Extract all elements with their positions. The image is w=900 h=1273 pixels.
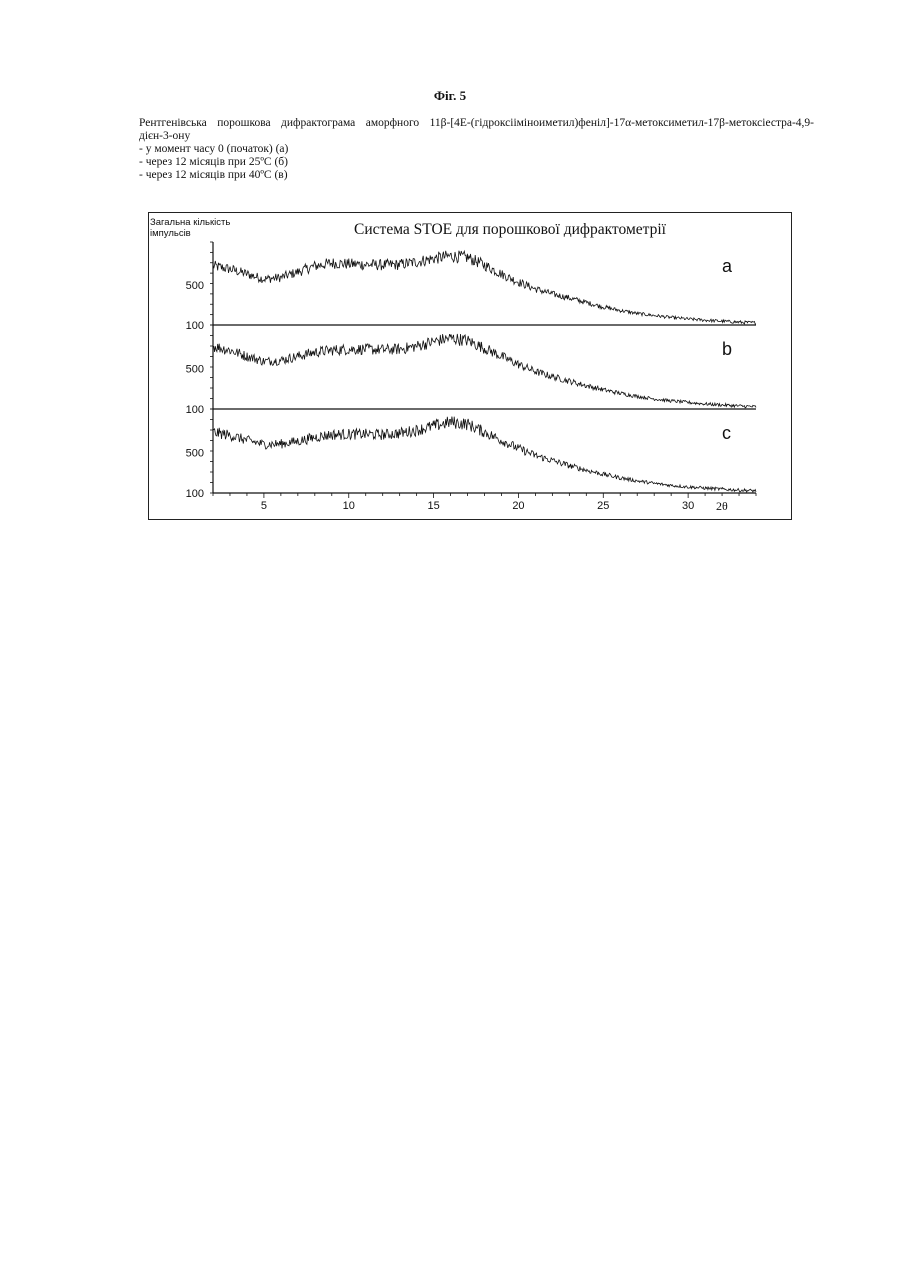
y-tick-label: 100 <box>186 404 204 416</box>
series-label-a: a <box>722 256 733 276</box>
caption-item-b: - через 12 місяців при 25ºС (б) <box>139 156 814 169</box>
diffraction-chart: 100 500 a 100 500 b 100 500 c 5 10 15 20 25 30 <box>148 212 792 520</box>
x-tick-label: 25 <box>597 500 609 512</box>
series-line-a <box>213 251 756 324</box>
x-tick-label: 15 <box>427 500 439 512</box>
x-tick-label: 5 <box>261 500 267 512</box>
x-tick-label: 20 <box>512 500 524 512</box>
y-tick-label: 100 <box>186 320 204 332</box>
series-label-c: c <box>722 423 731 443</box>
y-tick-label: 500 <box>186 447 204 459</box>
series-line-b <box>213 334 756 408</box>
x-tick-label: 10 <box>343 500 355 512</box>
figure-title: Фіг. 5 <box>0 88 900 104</box>
x-tick-label: 30 <box>682 500 694 512</box>
series-label-b: b <box>722 339 732 359</box>
y-tick-label: 500 <box>186 363 204 375</box>
caption-main-text: Рентгенівська порошкова дифрактограма ам… <box>139 117 814 143</box>
y-tick-label: 100 <box>186 488 204 500</box>
series-line-c <box>213 417 756 493</box>
y-tick-label: 500 <box>186 280 204 292</box>
caption-item-c: - через 12 місяців при 40ºС (в) <box>139 169 814 182</box>
figure-caption: Рентгенівська порошкова дифрактограма ам… <box>139 117 814 182</box>
caption-item-a: - у момент часу 0 (початок) (а) <box>139 143 814 156</box>
